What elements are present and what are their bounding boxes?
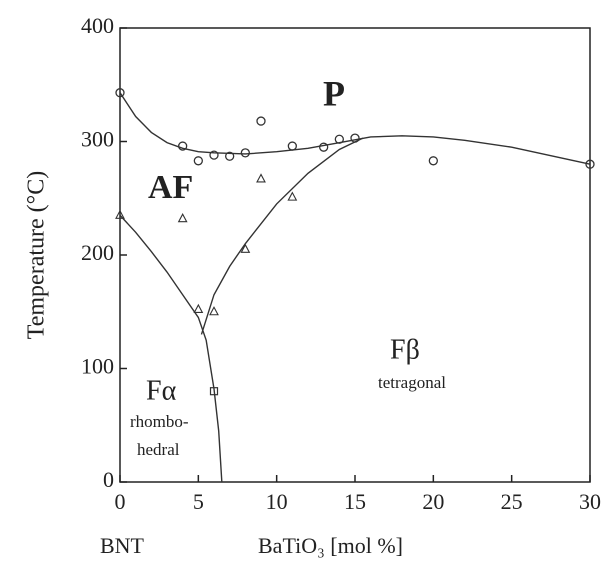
- chart: Temperature (°C) BaTiO₃ [mol %] BNT P AF…: [0, 0, 608, 565]
- x-tick-label: 5: [193, 489, 204, 514]
- x-tick-label: 20: [422, 489, 444, 514]
- x-axis-label: BaTiO₃ [mol %]: [258, 533, 403, 558]
- phase-label: Fβ: [390, 334, 420, 365]
- y-tick-label: 300: [81, 127, 114, 152]
- plot-frame: [120, 28, 590, 482]
- phase-label: P: [323, 73, 345, 113]
- data-point: [194, 157, 202, 165]
- y-tick-label: 0: [103, 467, 114, 492]
- data-point: [210, 307, 218, 315]
- data-point: [288, 193, 296, 201]
- data-point: [257, 174, 265, 182]
- origin-label: BNT: [100, 533, 145, 558]
- phase-label: Fα: [146, 375, 177, 406]
- data-point: [194, 305, 202, 313]
- data-point: [179, 214, 187, 222]
- phase-label: AF: [148, 169, 193, 206]
- phase-boundary: [201, 138, 362, 334]
- phase-note: rhombo-: [130, 412, 189, 431]
- data-point: [429, 157, 437, 165]
- data-point: [241, 149, 249, 157]
- x-tick-label: 15: [344, 489, 366, 514]
- phase-boundary: [120, 93, 590, 165]
- y-tick-label: 100: [81, 354, 114, 379]
- y-tick-label: 400: [81, 13, 114, 38]
- y-tick-label: 200: [81, 240, 114, 265]
- x-tick-label: 30: [579, 489, 601, 514]
- x-tick-label: 0: [115, 489, 126, 514]
- data-point: [288, 142, 296, 150]
- x-tick-label: 10: [266, 489, 288, 514]
- phase-note: hedral: [137, 440, 180, 459]
- x-tick-label: 25: [501, 489, 523, 514]
- data-point: [257, 117, 265, 125]
- data-point: [351, 134, 359, 142]
- phase-note: tetragonal: [378, 373, 446, 392]
- y-axis-label: Temperature (°C): [24, 171, 50, 340]
- data-point: [320, 143, 328, 151]
